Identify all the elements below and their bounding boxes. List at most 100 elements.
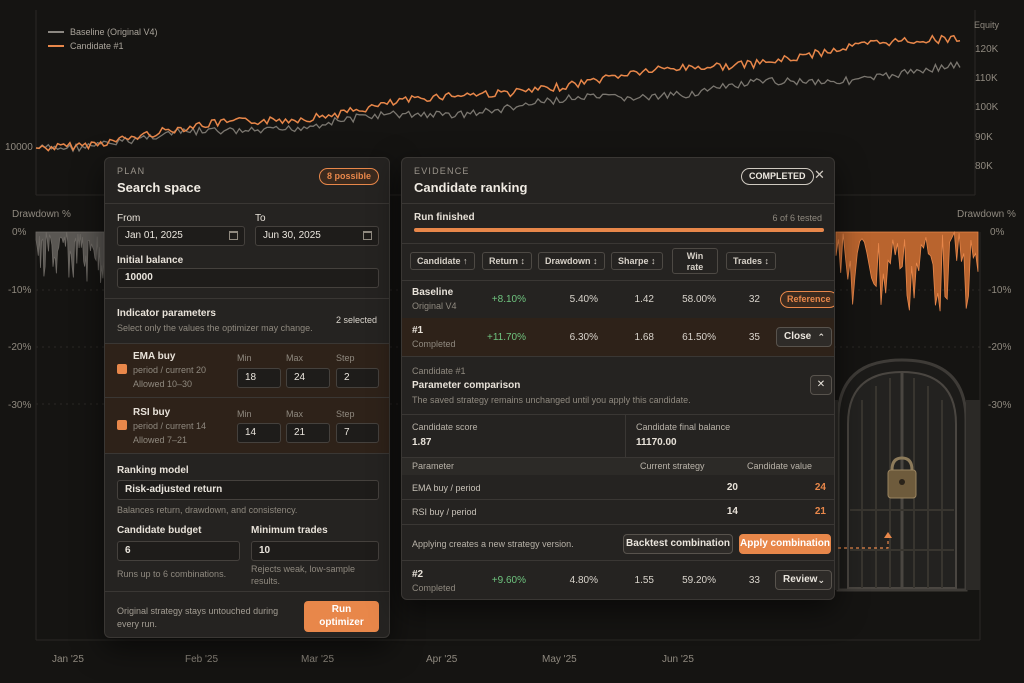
dd-tick-left: -10% (8, 285, 32, 296)
balance-input[interactable]: 10000 (117, 268, 379, 288)
run-optimizer-button[interactable]: Run optimizer (304, 601, 379, 632)
budget-subtitle: Runs up to 6 combinations. (117, 569, 227, 579)
row-drawdown: 6.30% (569, 332, 598, 343)
evidence-title: Candidate ranking (414, 180, 528, 195)
rsi-max-input[interactable]: 21 (286, 423, 330, 443)
ph-candidate: Candidate value (747, 461, 813, 471)
header-winrate: Win rate (686, 251, 704, 272)
param-table-header: Parameter Current strategy Candidate val… (402, 458, 834, 475)
backtest-combination-button[interactable]: Backtest combination (623, 534, 733, 554)
header-trades: Trades ↕ (733, 256, 770, 266)
close-icon[interactable]: ✕ (814, 167, 825, 182)
sort-return[interactable]: Return ↕ (482, 252, 532, 270)
x-tick: Mar '25 (301, 654, 335, 665)
drawdown-label-left: Drawdown % (12, 209, 71, 220)
row-sharpe: 1.68 (634, 332, 654, 343)
rsi-max-label: Max (286, 409, 304, 419)
evidence-eyebrow: EVIDENCE (414, 166, 470, 176)
row-winrate: 58.00% (682, 294, 716, 305)
run-count: 6 of 6 tested (772, 213, 822, 223)
indicators-count: 2 selected (335, 315, 377, 325)
budget-input[interactable]: 6 (117, 541, 240, 561)
candidate-series-line (35, 34, 961, 152)
detail-title: Parameter comparison (412, 380, 521, 391)
mintrades-input[interactable]: 10 (251, 541, 379, 561)
possible-badge: 8 possible (318, 168, 379, 185)
mintrades-subtitle: Rejects weak, low-sample results. (251, 564, 356, 586)
dd-tick-right: -10% (988, 285, 1012, 296)
equity-tick: 110K (975, 73, 998, 84)
rsi-desc: period / current 14 (133, 421, 207, 431)
detail-close-button[interactable]: ✕ (810, 375, 832, 395)
ranking-subtitle: Balances return, drawdown, and consisten… (117, 505, 298, 515)
apply-note: Applying creates a new strategy version. (412, 539, 574, 549)
sort-candidate[interactable]: Candidate ↑ (410, 252, 475, 270)
chart-legend: Baseline (Original V4) Candidate #1 (48, 27, 158, 51)
detail-subtitle: The saved strategy remains unchanged unt… (412, 395, 691, 405)
evidence-panel: EVIDENCE Candidate ranking COMPLETED ✕ R… (401, 157, 835, 600)
from-label: From (117, 213, 141, 224)
plan-eyebrow: PLAN (117, 166, 146, 176)
row-name: #2 (412, 569, 424, 580)
dd-tick-right: -30% (988, 400, 1012, 411)
apply-combination-button[interactable]: Apply combination (739, 534, 831, 554)
ema-step-label: Step (336, 353, 355, 363)
dd-tick-left: 0% (12, 227, 27, 238)
equity-tick: 100K (975, 102, 999, 113)
score-value: 1.87 (412, 437, 432, 448)
reference-badge: Reference (780, 291, 834, 308)
row-sub: Completed (412, 339, 456, 349)
dd-tick-right: 0% (990, 227, 1005, 238)
mintrades-label: Minimum trades (251, 525, 328, 536)
ranking-select[interactable]: Risk-adjusted return (117, 480, 379, 500)
row-name: #1 (412, 325, 424, 336)
ema-max-input[interactable]: 24 (286, 368, 330, 388)
param-name: RSI buy / period (412, 507, 477, 517)
table-row-candidate-1[interactable]: #1 Completed +11.70% 6.30% 1.68 61.50% 3… (402, 318, 834, 356)
sort-drawdown[interactable]: Drawdown ↕ (538, 252, 605, 270)
ema-step-input[interactable]: 2 (336, 368, 379, 388)
legend-swatch-baseline (48, 31, 64, 33)
legend-swatch-candidate (48, 45, 64, 47)
calendar-icon (363, 231, 372, 240)
header-candidate: Candidate ↑ (417, 256, 468, 266)
from-date-input[interactable]: Jan 01, 2025 (117, 226, 245, 246)
rsi-name: RSI buy (133, 407, 171, 418)
dd-tick-right: -20% (988, 342, 1012, 353)
close-detail-button[interactable]: Close ⌃ (776, 327, 832, 347)
row-drawdown: 4.80% (569, 575, 598, 586)
row-name: Baseline (412, 287, 454, 298)
baseline-drawdown-area (35, 231, 105, 283)
sort-sharpe[interactable]: Sharpe ↕ (611, 252, 663, 270)
rsi-allowed: Allowed 7–21 (133, 435, 188, 445)
sort-winrate[interactable]: Win rate (672, 248, 718, 274)
dd-tick-left: -30% (8, 400, 32, 411)
row-return: +8.10% (491, 294, 526, 305)
table-row-candidate-2[interactable]: #2 Completed +9.60% 4.80% 1.55 59.20% 33… (402, 561, 834, 599)
rsi-checkbox[interactable] (117, 420, 127, 430)
row-drawdown: 5.40% (569, 294, 598, 305)
legend-baseline: Baseline (Original V4) (70, 27, 158, 37)
ema-min-input[interactable]: 18 (237, 368, 281, 388)
ema-min-label: Min (237, 353, 252, 363)
ema-allowed: Allowed 10–30 (133, 379, 193, 389)
to-date-input[interactable]: Jun 30, 2025 (255, 226, 379, 246)
table-row-baseline[interactable]: Baseline Original V4 +8.10% 5.40% 1.42 5… (402, 280, 834, 318)
close-label: Close (784, 331, 812, 342)
review-button[interactable]: Review ⌄ (775, 570, 832, 590)
rsi-min-label: Min (237, 409, 252, 419)
sort-trades[interactable]: Trades ↕ (726, 252, 777, 270)
calendar-icon (229, 231, 238, 240)
param-current: 14 (726, 506, 738, 517)
param-candidate: 24 (814, 482, 826, 493)
ema-desc: period / current 20 (133, 365, 207, 375)
header-return: Return ↕ (489, 256, 525, 266)
rsi-step-input[interactable]: 7 (336, 423, 379, 443)
rsi-min-input[interactable]: 14 (237, 423, 281, 443)
ph-current: Current strategy (640, 461, 705, 471)
row-sub: Completed (412, 583, 456, 593)
row-trades: 32 (748, 294, 760, 305)
row-trades: 33 (748, 575, 760, 586)
ema-checkbox[interactable] (117, 364, 127, 374)
status-badge: COMPLETED (741, 168, 814, 185)
